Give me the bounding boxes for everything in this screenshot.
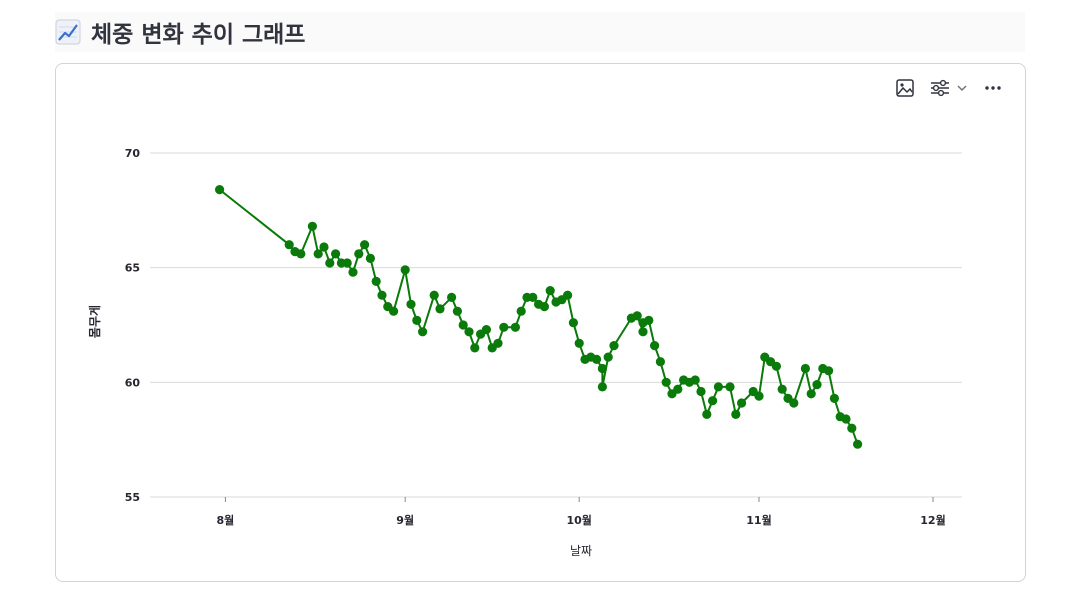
image-download-icon xyxy=(896,79,914,97)
data-point xyxy=(847,423,857,433)
data-point xyxy=(284,240,294,250)
data-point xyxy=(853,439,863,449)
x-tick-label: 11월 xyxy=(746,513,771,527)
data-point xyxy=(771,361,782,371)
data-point xyxy=(296,249,306,259)
data-point xyxy=(731,409,741,419)
data-point xyxy=(563,290,573,300)
data-point xyxy=(516,306,526,316)
data-point xyxy=(545,286,555,296)
y-tick-label: 65 xyxy=(125,262,140,275)
data-point xyxy=(331,249,341,259)
data-point xyxy=(690,375,700,385)
x-tick-label: 10월 xyxy=(566,513,591,527)
y-tick-label: 60 xyxy=(125,376,141,389)
data-point xyxy=(354,249,364,259)
data-point xyxy=(447,292,457,302)
more-options-icon xyxy=(985,86,1001,90)
data-point xyxy=(325,258,335,268)
filter-sliders-icon xyxy=(931,79,949,97)
data-point xyxy=(313,249,323,259)
data-point xyxy=(597,363,608,374)
data-point xyxy=(696,386,706,397)
data-point xyxy=(806,389,816,399)
data-point xyxy=(360,240,370,250)
data-point xyxy=(824,366,834,376)
data-point xyxy=(406,299,416,309)
more-options-button[interactable] xyxy=(983,78,1003,98)
y-tick-label: 70 xyxy=(125,147,141,160)
data-point xyxy=(592,354,602,364)
data-point xyxy=(371,276,381,286)
data-point xyxy=(510,322,520,332)
data-point xyxy=(800,363,811,374)
data-point xyxy=(452,306,462,316)
chart-toolbar xyxy=(895,78,1003,98)
data-point xyxy=(650,341,660,351)
data-point xyxy=(812,380,822,390)
data-point xyxy=(638,327,648,337)
data-point xyxy=(737,398,747,408)
x-tick-label: 12월 xyxy=(920,513,945,527)
data-point xyxy=(348,267,358,277)
data-point xyxy=(632,311,642,321)
data-point xyxy=(609,341,619,351)
chevron-down-icon xyxy=(957,85,967,91)
filter-dropdown-button[interactable] xyxy=(929,78,969,98)
x-axis-title: 날짜 xyxy=(570,544,592,558)
data-point xyxy=(702,409,712,419)
data-point xyxy=(725,382,735,392)
data-point xyxy=(841,414,851,424)
data-point xyxy=(528,292,538,302)
data-point xyxy=(319,242,329,252)
data-point xyxy=(307,221,317,231)
data-point xyxy=(777,384,787,394)
data-point xyxy=(539,302,550,312)
data-point xyxy=(493,338,503,348)
series-layer xyxy=(215,185,863,449)
grid-layer xyxy=(150,152,962,498)
y-axis-title: 몸무게 xyxy=(88,305,102,338)
data-point xyxy=(644,315,654,325)
x-tick-label: 9월 xyxy=(396,513,414,527)
data-point xyxy=(603,352,613,362)
title-bar: 체중 변화 추이 그래프 xyxy=(55,12,1025,52)
data-point xyxy=(661,377,671,387)
data-point xyxy=(568,318,579,328)
data-point xyxy=(215,185,225,195)
data-point xyxy=(418,327,428,337)
x-tick-label: 8월 xyxy=(217,513,235,527)
data-point xyxy=(574,338,584,348)
page-title: 체중 변화 추이 그래프 xyxy=(91,22,306,48)
data-point xyxy=(655,357,666,367)
data-point xyxy=(597,382,608,392)
data-point xyxy=(389,306,399,316)
data-point xyxy=(673,384,683,394)
data-point xyxy=(789,398,799,408)
chart-card xyxy=(55,63,1026,582)
data-point xyxy=(429,290,439,300)
data-point xyxy=(400,265,410,275)
data-point xyxy=(499,322,509,332)
image-download-button[interactable] xyxy=(895,78,915,98)
data-point xyxy=(708,396,718,406)
data-point xyxy=(365,253,375,263)
data-point xyxy=(377,290,387,300)
data-point xyxy=(342,258,352,268)
data-point xyxy=(481,325,491,335)
data-point xyxy=(464,327,474,337)
data-point xyxy=(435,304,445,314)
data-point xyxy=(829,393,840,403)
data-point xyxy=(713,382,724,392)
y-tick-label: 55 xyxy=(125,491,140,504)
chart-increasing-icon xyxy=(55,19,81,45)
data-point xyxy=(470,343,480,353)
data-point xyxy=(458,320,468,330)
data-point xyxy=(412,315,422,325)
data-point xyxy=(754,391,764,401)
